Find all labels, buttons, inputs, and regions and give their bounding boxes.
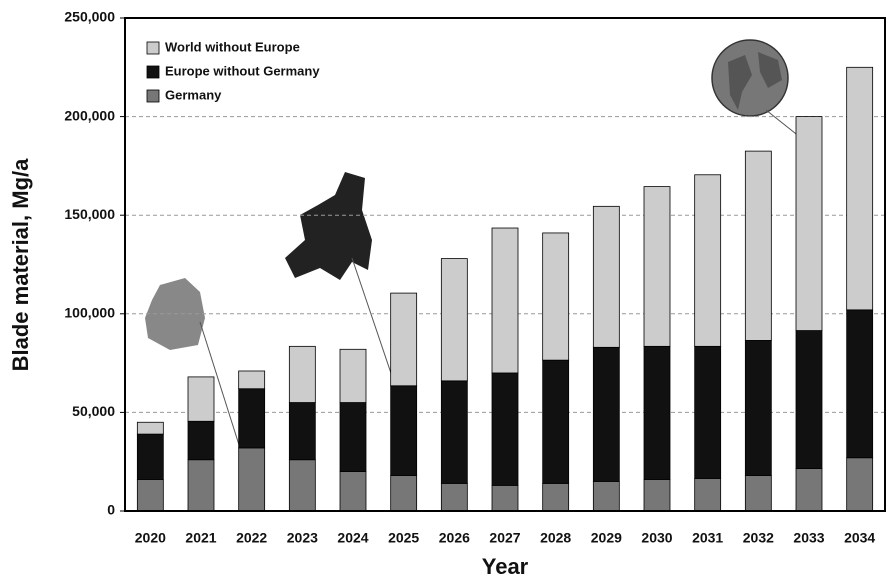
legend-label: Germany <box>165 87 222 102</box>
bar-segment <box>440 380 468 484</box>
europe-map <box>285 172 372 280</box>
x-tick-label: 2034 <box>844 530 875 546</box>
legend-label: World without Europe <box>165 39 300 54</box>
bar-segment <box>187 376 215 422</box>
x-tick-label: 2031 <box>692 530 723 546</box>
bar-segment <box>238 370 266 390</box>
bar-segment <box>238 388 266 449</box>
bar-segment <box>846 309 874 459</box>
bar-segment <box>187 459 215 512</box>
connector <box>351 257 396 386</box>
bar-segment <box>744 150 772 341</box>
bar-segment <box>744 475 772 512</box>
bar-segment <box>744 340 772 476</box>
bar-segment <box>694 345 722 479</box>
y-tick-label: 200,000 <box>64 107 115 123</box>
bar-segment <box>288 345 316 403</box>
bar-segment <box>136 433 164 480</box>
x-tick-label: 2030 <box>641 530 672 546</box>
x-tick-label: 2029 <box>591 530 622 546</box>
bar-segment <box>390 292 418 387</box>
map-decorations <box>145 39 811 449</box>
legend-swatch <box>146 65 160 79</box>
x-tick-label: 2022 <box>236 530 267 546</box>
x-tick-label: 2025 <box>388 530 419 546</box>
bar-segment <box>238 447 266 512</box>
bar-segment <box>694 174 722 347</box>
y-tick-label: 100,000 <box>64 305 115 321</box>
x-tick-label: 2024 <box>337 530 368 546</box>
bar-segment <box>491 227 519 374</box>
y-tick-label: 50,000 <box>72 403 115 419</box>
x-tick-label: 2023 <box>287 530 318 546</box>
bar-segment <box>440 482 468 512</box>
bar-segment <box>542 482 570 512</box>
bar-segment <box>795 116 823 331</box>
bar-segment <box>136 421 164 435</box>
x-tick-label: 2020 <box>135 530 166 546</box>
y-tick-label: 0 <box>107 502 115 518</box>
bar-segment <box>339 471 367 512</box>
x-tick-label: 2032 <box>743 530 774 546</box>
y-tick-label: 150,000 <box>64 206 115 222</box>
y-tick-label: 250,000 <box>64 9 115 25</box>
bar-segment <box>795 330 823 470</box>
bar-segment <box>592 481 620 512</box>
globe-continents <box>728 52 782 110</box>
bar-segment <box>339 402 367 472</box>
bar-segment <box>339 348 367 403</box>
legend-swatch <box>146 89 160 103</box>
bar-segment <box>390 385 418 476</box>
bar-segment <box>643 345 671 480</box>
bar-segment <box>542 359 570 484</box>
bar-segment <box>187 420 215 461</box>
y-axis-title: Blade material, Mg/a <box>8 158 33 372</box>
bar-segment <box>390 475 418 512</box>
x-axis-title: Year <box>482 554 529 579</box>
bar-segment <box>795 468 823 512</box>
x-tick-label: 2026 <box>439 530 470 546</box>
bar-segment <box>136 479 164 512</box>
x-tick-label: 2028 <box>540 530 571 546</box>
bar-segment <box>592 346 620 482</box>
legend-swatch <box>146 41 160 55</box>
bar-segment <box>846 66 874 311</box>
bar-segment <box>288 402 316 461</box>
plot-frame <box>124 17 886 512</box>
connector <box>199 321 241 449</box>
bar-segment <box>542 232 570 361</box>
x-tick-label: 2021 <box>185 530 216 546</box>
x-tick-label: 2033 <box>793 530 824 546</box>
bar-segment <box>643 479 671 512</box>
bar-segment <box>440 258 468 382</box>
bar-segment <box>643 186 671 347</box>
bar-segment <box>491 372 519 486</box>
bar-segment <box>846 457 874 512</box>
bar-segment <box>491 484 519 512</box>
bar-segment <box>592 205 620 348</box>
bar-segment <box>694 478 722 512</box>
bar-segment <box>288 459 316 512</box>
legend-label: Europe without Germany <box>165 63 320 78</box>
x-tick-label: 2027 <box>489 530 520 546</box>
